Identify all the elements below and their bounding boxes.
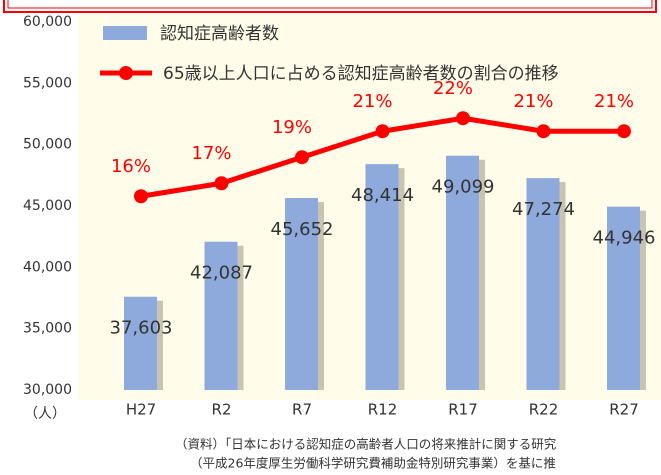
bar-shadow [157, 300, 163, 390]
title-box-inner [7, 0, 653, 9]
y-tick-label: 50,000 [23, 137, 72, 153]
bar-shadow [479, 159, 485, 390]
bar [607, 206, 640, 390]
value-label: 45,652 [271, 219, 334, 240]
value-label: 21% [513, 91, 553, 112]
value-label: 21% [594, 91, 634, 112]
bar-shadow [398, 168, 405, 390]
value-label: 21% [352, 91, 392, 112]
bar [446, 155, 479, 390]
line-point [214, 176, 229, 191]
value-label: 49,099 [432, 177, 495, 198]
line-point [295, 150, 309, 165]
bar-shadow [237, 245, 244, 390]
value-label: 48,414 [351, 185, 414, 206]
bar-shadow [318, 202, 324, 390]
legend-label: 65歳以上人口に占める認知症高齢者数の割合の推移 [163, 64, 559, 84]
value-label: 47,274 [512, 199, 575, 220]
value-label: 17% [191, 143, 231, 164]
legend-swatch [103, 26, 147, 40]
note: （資料）「日本における認知症の高齢者人口の将来推計に関する研究 [175, 437, 557, 452]
legend-label: 認知症高齢者数 [160, 24, 279, 44]
value-label: 42,087 [190, 263, 253, 284]
y-unit: （人） [24, 406, 66, 422]
y-tick-label: 30,000 [23, 382, 72, 398]
x-tick-label: H27 [126, 401, 156, 419]
x-tick-label: R22 [529, 401, 559, 419]
line-point [617, 124, 631, 139]
value-label: 44,946 [593, 228, 656, 249]
legend-swatch [119, 66, 133, 80]
y-tick-label: 40,000 [23, 259, 72, 275]
line-point [375, 124, 390, 139]
value-label: 19% [272, 117, 312, 138]
title-box [3, 0, 657, 13]
x-tick-label: R2 [212, 401, 232, 419]
y-tick-label: 60,000 [23, 14, 72, 30]
bar [124, 296, 157, 390]
x-tick-label: R17 [448, 401, 478, 419]
value-label: 37,603 [110, 318, 173, 339]
line-point [134, 189, 148, 204]
y-tick-label: 35,000 [23, 321, 72, 337]
line-point [536, 124, 551, 139]
value-label: 16% [111, 156, 151, 177]
note: （平成26年度厚生労働科学研究費補助金特別研究事業）を基に推 [190, 456, 556, 471]
y-tick-label: 45,000 [23, 198, 72, 214]
bar [285, 198, 318, 390]
bar [526, 178, 560, 390]
line-point [456, 111, 470, 126]
bar-shadow [559, 182, 566, 390]
bar [204, 241, 238, 390]
value-label: 22% [433, 78, 473, 99]
y-tick-label: 55,000 [23, 75, 72, 91]
bar-shadow [640, 210, 646, 390]
x-tick-label: R7 [292, 401, 312, 419]
x-tick-label: R12 [368, 401, 398, 419]
x-tick-label: R27 [609, 401, 639, 419]
bar [365, 164, 399, 390]
